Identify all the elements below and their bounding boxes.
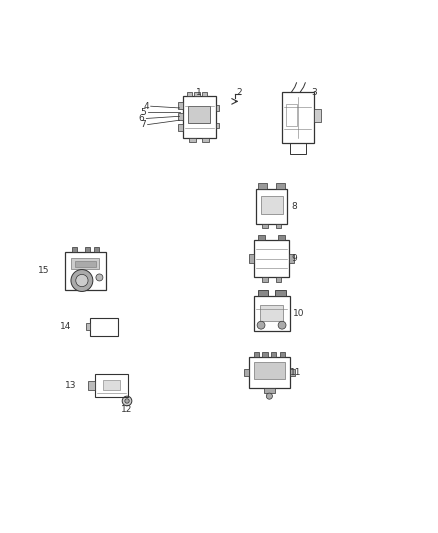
Bar — [194, 92, 200, 96]
Bar — [286, 104, 297, 126]
Circle shape — [71, 270, 93, 292]
Bar — [71, 258, 99, 269]
Bar — [276, 223, 281, 228]
Text: 15: 15 — [38, 266, 49, 276]
Bar — [254, 352, 259, 357]
Bar — [262, 223, 268, 228]
Bar — [261, 196, 283, 214]
Bar — [254, 362, 285, 379]
Bar — [249, 357, 290, 388]
Bar — [276, 277, 281, 281]
Bar — [215, 106, 219, 110]
Bar — [187, 92, 192, 96]
Bar — [188, 106, 210, 123]
Bar — [290, 143, 306, 154]
Bar — [262, 277, 268, 281]
Bar — [85, 324, 90, 330]
Bar — [280, 352, 285, 357]
Bar — [178, 124, 183, 131]
Bar — [258, 290, 268, 296]
Bar — [260, 304, 283, 321]
Bar — [88, 381, 95, 390]
Bar — [244, 369, 249, 376]
Bar — [72, 247, 77, 252]
Bar — [290, 369, 294, 376]
Bar — [178, 113, 183, 120]
Bar — [254, 240, 289, 277]
Text: 8: 8 — [291, 201, 297, 211]
Text: 6: 6 — [139, 114, 145, 123]
Bar — [262, 352, 268, 357]
Bar — [278, 235, 285, 240]
Circle shape — [257, 321, 265, 329]
Bar — [85, 247, 90, 252]
Bar — [189, 138, 196, 142]
Text: 9: 9 — [291, 254, 297, 263]
Text: 3: 3 — [311, 88, 318, 97]
Bar — [289, 254, 294, 263]
Circle shape — [96, 274, 103, 281]
Text: 11: 11 — [290, 368, 301, 377]
Circle shape — [266, 393, 272, 399]
Text: 10: 10 — [293, 309, 304, 318]
Circle shape — [76, 274, 88, 287]
Text: 12: 12 — [121, 405, 133, 414]
Bar — [254, 296, 290, 331]
Bar — [256, 189, 287, 223]
Bar — [95, 374, 128, 397]
Text: 1: 1 — [195, 88, 201, 97]
Text: 7: 7 — [140, 120, 146, 129]
Bar — [249, 254, 254, 263]
Text: 4: 4 — [143, 102, 149, 111]
Bar — [202, 92, 207, 96]
Text: 5: 5 — [140, 108, 146, 117]
Bar — [314, 109, 321, 122]
Text: 13: 13 — [65, 381, 77, 390]
Bar — [183, 96, 215, 138]
Bar — [271, 352, 276, 357]
Bar — [215, 123, 219, 128]
Bar — [94, 247, 99, 252]
Bar — [275, 290, 286, 296]
Text: 14: 14 — [60, 322, 71, 332]
Circle shape — [278, 321, 286, 329]
Bar — [264, 388, 275, 393]
Bar — [65, 252, 106, 290]
Bar — [276, 183, 285, 189]
Bar — [258, 235, 265, 240]
Circle shape — [122, 396, 132, 406]
Bar — [103, 381, 120, 390]
Circle shape — [125, 399, 129, 403]
Bar — [202, 138, 209, 142]
Bar — [282, 92, 314, 143]
Bar — [178, 102, 183, 109]
Bar — [90, 318, 118, 336]
Bar — [75, 261, 96, 266]
Text: 2: 2 — [237, 88, 242, 97]
Bar — [258, 183, 267, 189]
